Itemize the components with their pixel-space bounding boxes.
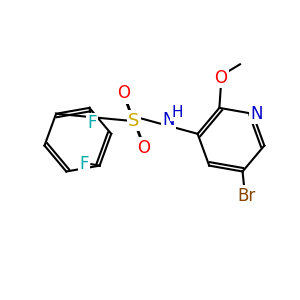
Text: N: N: [162, 111, 175, 129]
Text: F: F: [80, 154, 89, 172]
Text: O: O: [214, 68, 227, 86]
Text: O: O: [137, 139, 150, 157]
Text: Br: Br: [237, 187, 255, 205]
Text: O: O: [118, 85, 130, 103]
Text: H: H: [171, 105, 183, 120]
Text: S: S: [128, 112, 140, 130]
Text: N: N: [250, 105, 263, 123]
Text: F: F: [88, 114, 97, 132]
